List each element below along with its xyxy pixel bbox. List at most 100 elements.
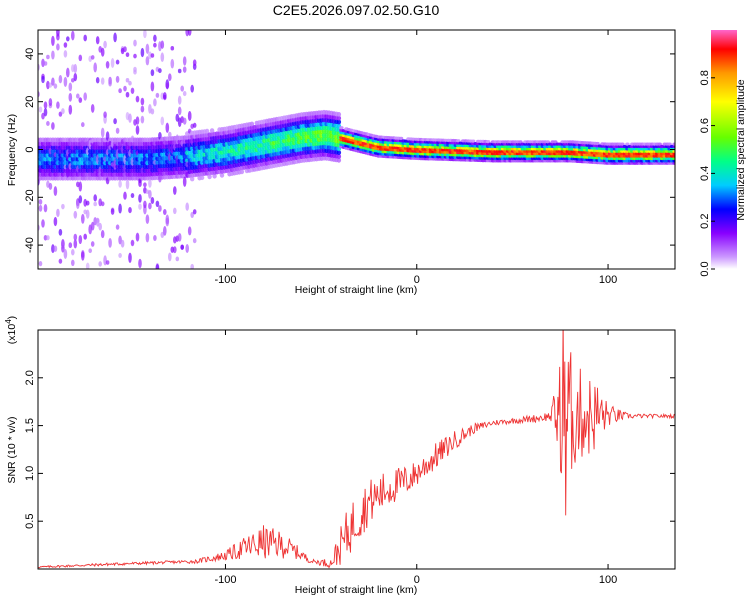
spectrogram-noise-cell	[48, 182, 53, 190]
colorbar-tick-label: 0.6	[699, 118, 711, 133]
spectrogram-cell	[553, 140, 558, 144]
spectrogram-noise-cell	[51, 50, 55, 60]
spectrogram-noise-cell	[43, 61, 48, 66]
spectrogram-noise-cell	[95, 36, 100, 45]
spectrogram-noise-cell	[38, 199, 43, 205]
spectrogram-noise-cell	[170, 45, 175, 51]
spectrogram-noise-cell	[90, 221, 95, 231]
spectrogram-cell	[672, 156, 675, 161]
spectrogram-noise-cell	[145, 214, 150, 225]
spectrogram-noise-cell	[83, 34, 87, 42]
spectrogram-noise-cell	[100, 127, 105, 138]
spectrogram-noise-cell	[78, 234, 83, 245]
spectrogram-noise-cell	[192, 122, 197, 128]
colorbar-label: Normalized spectral amplitude	[735, 79, 747, 220]
spectrogram-noise-cell	[140, 97, 145, 106]
spectrogram-noise-cell	[143, 30, 147, 39]
spectrogram-noise-cell	[81, 122, 85, 128]
spectrogram-noise-cell	[148, 51, 152, 60]
spectrogram-noise-cell	[173, 207, 177, 215]
spectrogram-noise-cell	[73, 210, 78, 219]
snr-ytick-label: 0.5	[24, 514, 36, 529]
spectrogram-noise-cell	[182, 176, 187, 187]
spectrogram-noise-cell	[93, 201, 97, 207]
spectrogram-noise-cell	[130, 192, 135, 199]
spectrogram-noise-cell	[95, 77, 100, 84]
spectrogram-noise-cell	[145, 232, 150, 243]
spectrogram-noise-cell	[73, 73, 78, 82]
spectrogram-noise-cell	[153, 34, 157, 42]
spectrogram-noise-cell	[138, 194, 142, 203]
spectrogram-xtick-label: 0	[414, 274, 420, 286]
spectrogram-noise-cell	[78, 54, 83, 62]
spectrogram-noise-cell	[93, 194, 97, 202]
spectrogram-noise-cell	[153, 42, 157, 48]
spectrogram-noise-cell	[71, 78, 75, 83]
spectrogram-noise-cell	[140, 105, 145, 113]
spectrogram-noise-cell	[100, 201, 105, 207]
spectrogram-noise-cell	[173, 246, 177, 254]
snr-ytick-label: 1.0	[24, 466, 36, 481]
spectrogram-noise-cell	[51, 122, 55, 130]
spectrogram-noise-cell	[150, 81, 155, 92]
spectrogram-noise-cell	[83, 233, 87, 240]
spectrogram-ytick-label: -40	[24, 237, 36, 253]
spectrogram-noise-cell	[41, 112, 45, 120]
spectrogram-noise-cell	[160, 52, 165, 62]
spectrogram-noise-cell	[68, 92, 73, 102]
spectrogram-noise-cell	[115, 59, 120, 65]
spectrogram-cell	[249, 121, 255, 127]
spectrogram-noise-cell	[170, 58, 175, 69]
spectrogram-noise-cell	[140, 115, 145, 124]
spectrogram-noise-cell	[56, 33, 60, 41]
spectrogram-noise-cell	[190, 263, 194, 269]
spectrogram-noise-cell	[58, 228, 63, 236]
spectrogram-noise-cell	[61, 203, 65, 210]
spectrogram-noise-cell	[187, 226, 192, 236]
spectrogram-noise-cell	[148, 202, 152, 210]
snr-frame	[37, 329, 676, 570]
snr-panel: -100 0 100 0.5 1.0 1.5 2.0 Height of straight …	[4, 316, 676, 596]
colorbar-tick-label: 0.0	[699, 261, 711, 276]
spectrogram-noise-cell	[71, 249, 75, 256]
spectrogram-noise-cell	[148, 189, 152, 199]
spectrogram-cell	[336, 112, 342, 117]
spectrogram-cell	[672, 159, 675, 163]
spectrogram-noise-cell	[140, 47, 145, 58]
spectrogram-noise-cell	[173, 186, 177, 195]
spectrogram-noise-cell	[63, 50, 68, 58]
snr-scale-exponent: 4	[4, 319, 13, 324]
spectrogram-cell	[620, 142, 625, 146]
spectrogram-noise-cell	[63, 249, 68, 259]
spectrogram-panel: -100 0 100 40 20 0 -20 -40 Height of straight l…	[6, 29, 676, 296]
figure-title: C2E5.2026.097.02.50.G10	[273, 2, 440, 18]
spectrogram-noise-cell	[98, 261, 102, 267]
spectrogram-noise-cell	[108, 237, 112, 248]
spectrogram-noise-cell	[158, 205, 162, 212]
spectrogram-noise-cell	[43, 204, 48, 213]
spectrogram-noise-cell	[153, 234, 157, 242]
snr-ytick-label: 1.5	[24, 418, 36, 433]
spectrogram-noise-cell	[48, 82, 53, 88]
spectrogram-cell	[219, 172, 225, 178]
spectrogram-noise-cell	[160, 40, 165, 49]
spectrogram-noise-cell	[182, 91, 187, 97]
spectrogram-ytick-label: -20	[24, 189, 36, 205]
spectrogram-noise-cell	[145, 43, 150, 54]
spectrogram-noise-cell	[133, 69, 137, 75]
spectrogram-noise-cell	[155, 263, 160, 269]
spectrogram-noise-cell	[98, 222, 102, 231]
spectrogram-noise-cell	[177, 232, 182, 242]
spectrogram-noise-cell	[190, 84, 194, 93]
spectrogram-cell	[471, 139, 476, 143]
spectrogram-cell	[207, 174, 212, 180]
spectrogram-noise-cell	[58, 258, 63, 264]
spectrogram-noise-cell	[138, 179, 142, 188]
spectrogram-ticks: -100 0 100 40 20 0 -20 -40	[24, 30, 675, 286]
spectrogram-noise-cell	[85, 209, 90, 219]
spectrogram-cell	[336, 119, 342, 125]
spectrogram-noise-cell	[66, 36, 70, 42]
spectrogram-noise-cell	[182, 56, 187, 66]
spectrogram-noise-cell	[51, 244, 55, 254]
spectrogram-noise-cell	[192, 238, 197, 244]
